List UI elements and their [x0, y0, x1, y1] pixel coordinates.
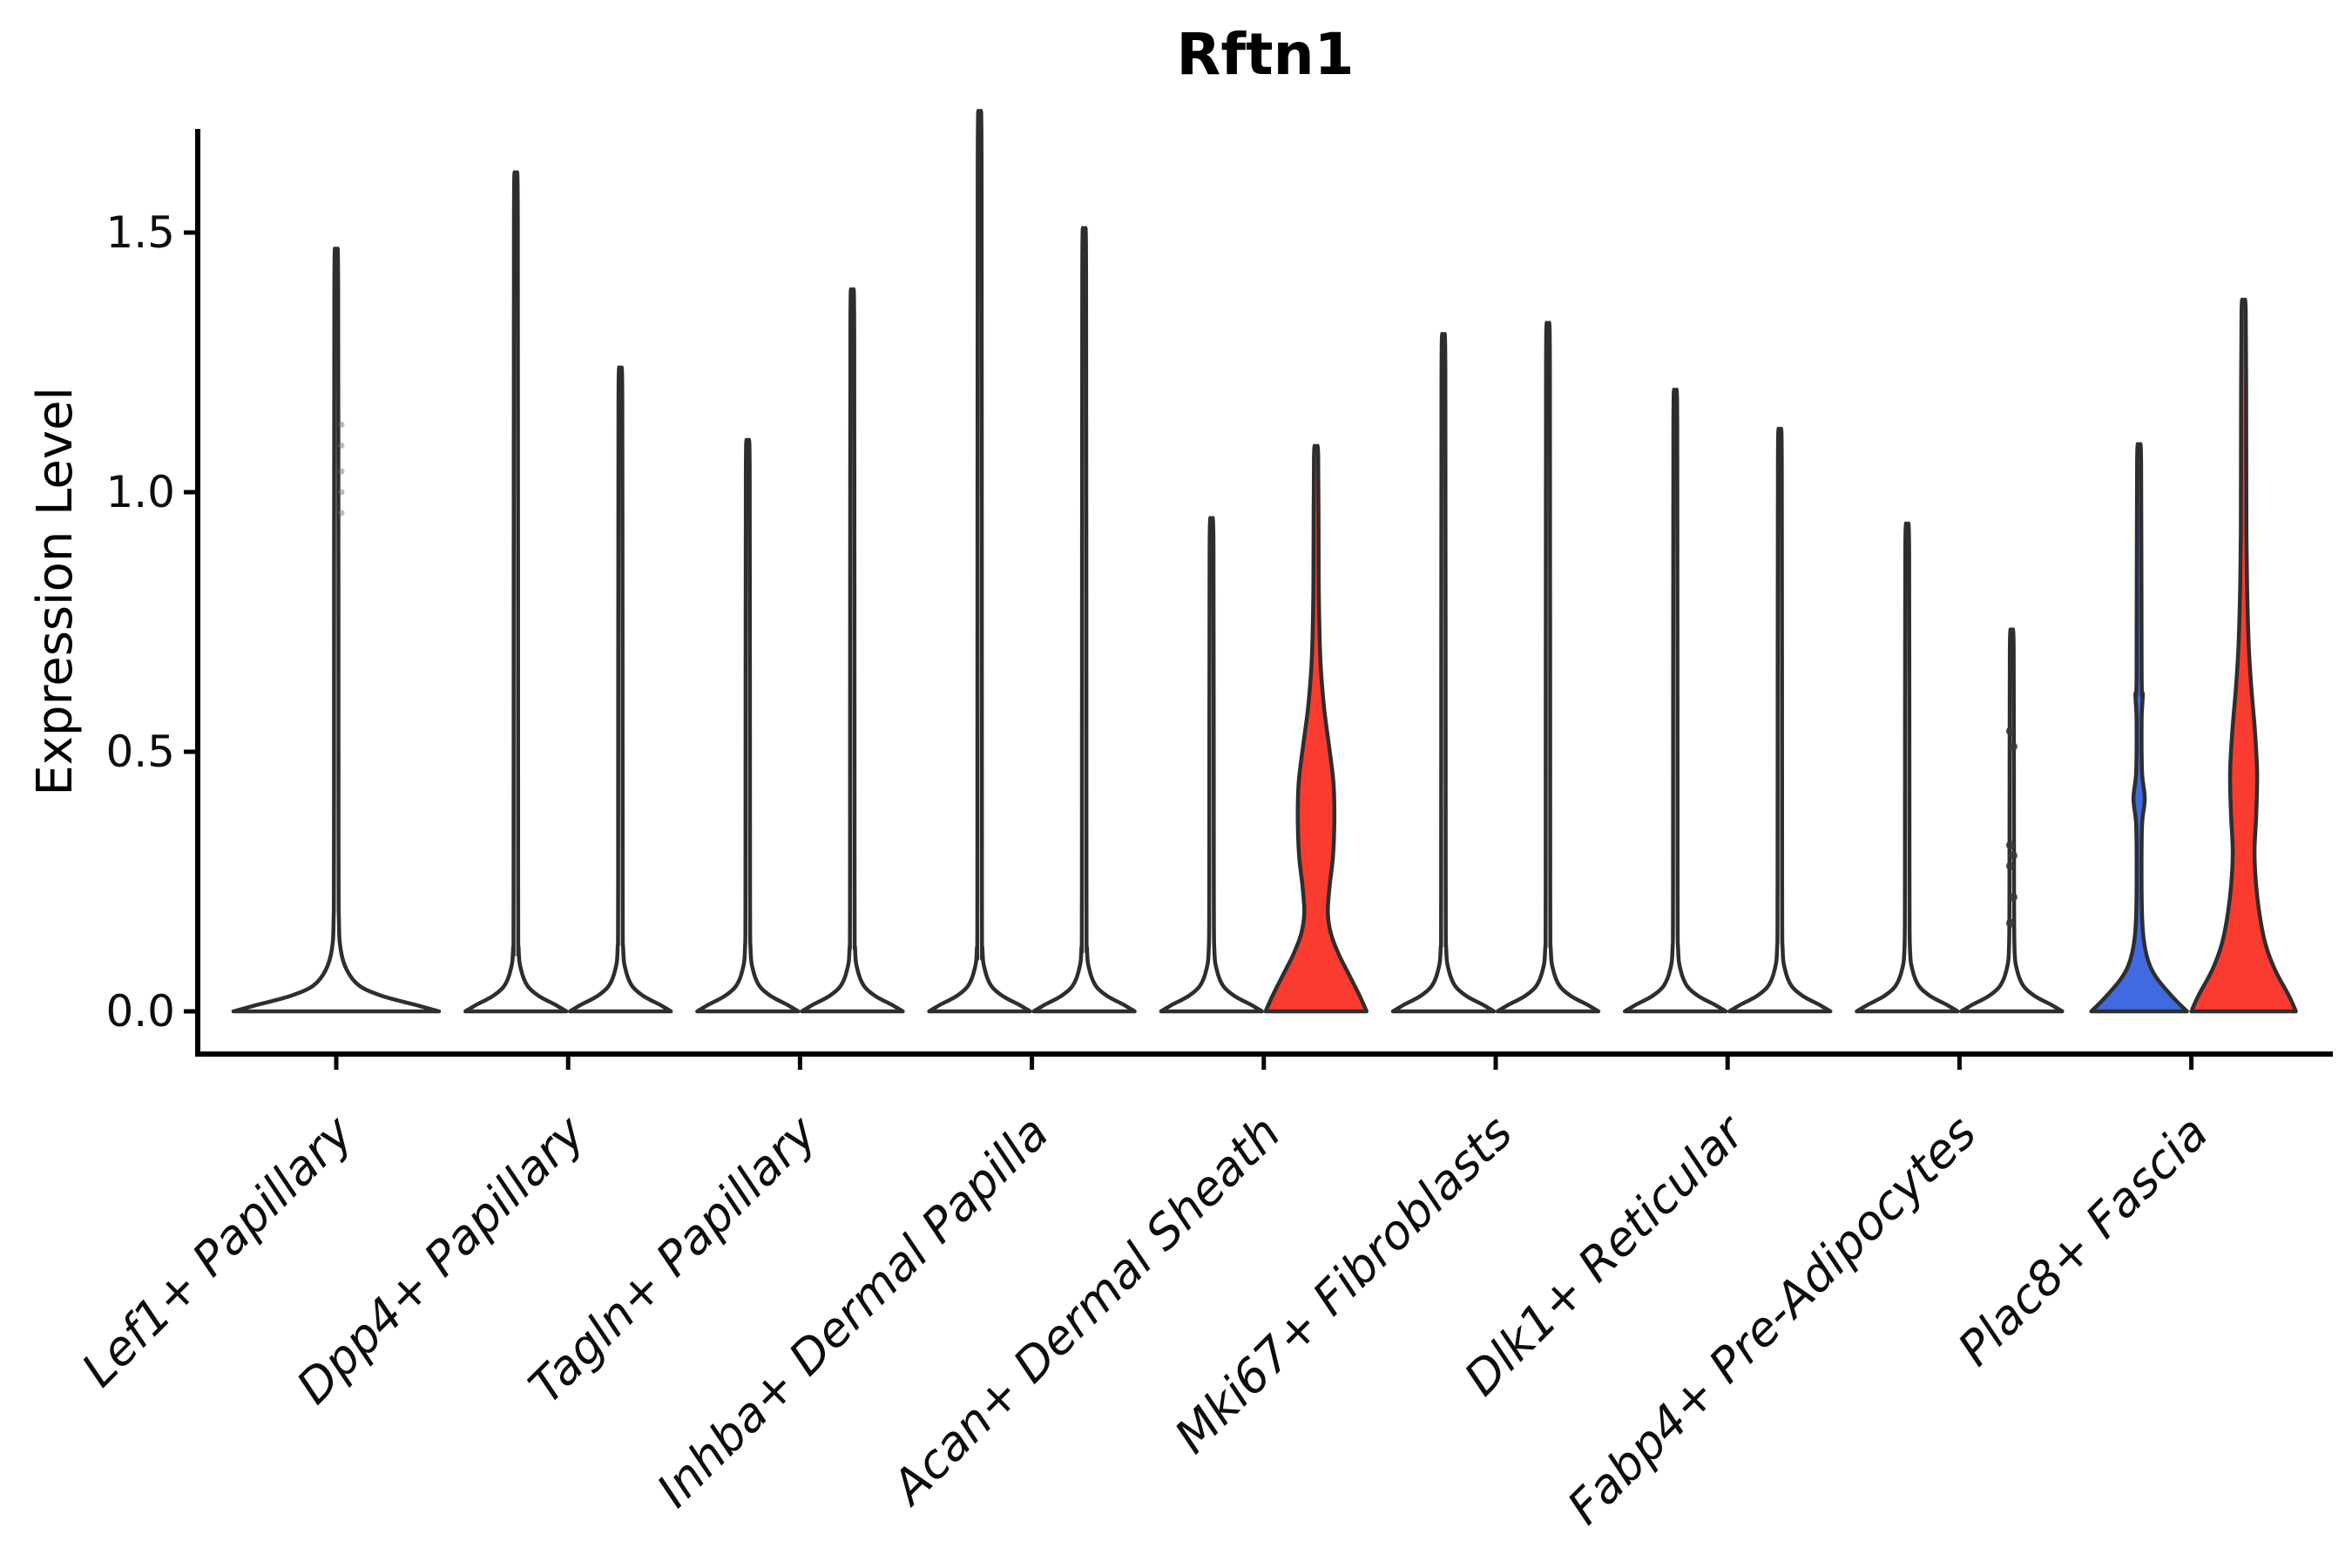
jitter-point-lef1-papillary-full — [338, 468, 345, 475]
violin-acan-dermal-sheath-right-red — [1263, 443, 1369, 1014]
x-tick-label-plac8-fascia: Plac8+ Fascia — [1948, 1105, 2219, 1376]
violin-dlk1-reticular-right-white — [1727, 427, 1833, 1014]
violin-inhba-dermal-papilla-right-white — [1031, 226, 1137, 1014]
violin-plac8-fascia-right-red — [2189, 297, 2298, 1014]
violin-lef1-papillary-full-white — [231, 247, 442, 1014]
y-tick-label-0.0: 0.0 — [105, 986, 175, 1037]
violin-acan-dermal-sheath-left-white — [1159, 516, 1265, 1014]
jitter-point-lef1-papillary-full — [338, 442, 345, 449]
violin-dpp4-papillary-right-white — [567, 365, 673, 1014]
violin-mki67-fibroblasts-right-white — [1495, 321, 1601, 1014]
jitter-point-lef1-papillary-full — [338, 489, 345, 496]
violin-fabp4-pre-adipocytes-left-white — [1855, 521, 1960, 1014]
x-tick-label-fabp4-pre-adipocytes: Fabp4+ Pre-Adipocytes — [1557, 1105, 1986, 1535]
jitter-point-fabp4-pre-adipocytes-right — [2005, 862, 2015, 871]
jitter-point-fabp4-pre-adipocytes-right — [2005, 918, 2015, 928]
x-tick-label-inhba-dermal-papilla: Inhba+ Dermal Papilla — [646, 1105, 1059, 1518]
violin-tagln-papillary-right-white — [800, 287, 905, 1014]
jitter-point-fabp4-pre-adipocytes-right — [2008, 892, 2017, 902]
jitter-point-fabp4-pre-adipocytes-right — [2005, 841, 2015, 850]
jitter-point-fabp4-pre-adipocytes-right — [2008, 742, 2017, 752]
y-tick-label-1.5: 1.5 — [105, 207, 175, 258]
violin-tagln-papillary-left-white — [695, 438, 801, 1014]
plot-title: Rftn1 — [1176, 21, 1355, 88]
violin-inhba-dermal-papilla-left-white — [927, 109, 1032, 1014]
violin-fabp4-pre-adipocytes-right-white — [1959, 627, 2065, 1014]
violin-mki67-fibroblasts-left-white — [1390, 332, 1497, 1014]
jitter-point-fabp4-pre-adipocytes-right — [2005, 727, 2015, 736]
y-tick-label-0.5: 0.5 — [105, 727, 175, 777]
violin-dlk1-reticular-left-white — [1622, 388, 1728, 1014]
x-tick-label-acan-dermal-sheath: Acan+ Dermal Sheath — [880, 1105, 1291, 1517]
violin-plac8-fascia-left-blue — [2089, 442, 2189, 1014]
jitter-point-lef1-papillary-full — [338, 510, 345, 517]
violin-dpp4-papillary-left-white — [463, 170, 569, 1014]
jitter-point-fabp4-pre-adipocytes-right — [2008, 851, 2017, 861]
y-tick-label-1.0: 1.0 — [105, 467, 175, 517]
jitter-point-lef1-papillary-full — [338, 422, 345, 429]
